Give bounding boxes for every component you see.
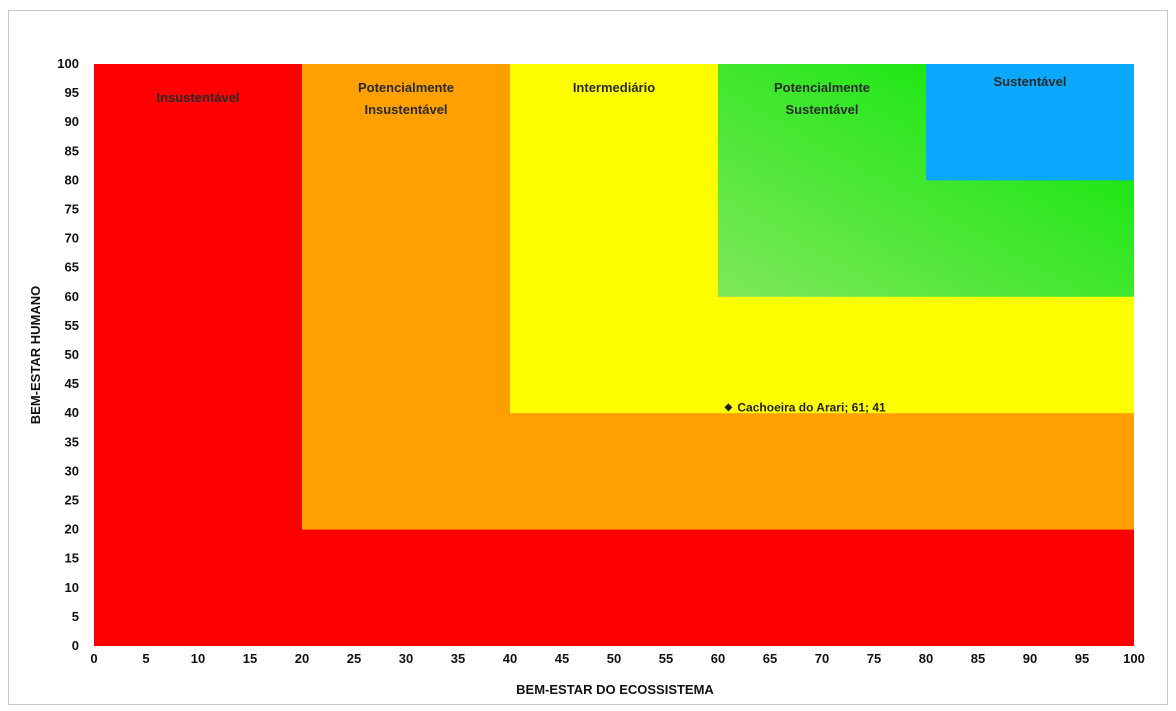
y-tick-label: 80 — [65, 172, 79, 187]
x-tick-label: 5 — [142, 651, 149, 666]
zone-label-4: Sustentável — [994, 74, 1067, 89]
points-layer: Cachoeira do Arari; 61; 41 — [724, 400, 886, 414]
x-tick-label: 60 — [711, 651, 725, 666]
x-tick-label: 65 — [763, 651, 777, 666]
x-axis-title: BEM-ESTAR DO ECOSSISTEMA — [516, 682, 714, 697]
y-tick-label: 90 — [65, 114, 79, 129]
x-tick-label: 85 — [971, 651, 985, 666]
x-tick-label: 25 — [347, 651, 361, 666]
y-tick-label: 60 — [65, 289, 79, 304]
x-tick-label: 70 — [815, 651, 829, 666]
y-tick-label: 30 — [65, 463, 79, 478]
zone-label-0: Insustentável — [156, 90, 239, 105]
x-tick-label: 20 — [295, 651, 309, 666]
zone-label-3: Potencialmente Sustentável — [774, 80, 870, 117]
y-tick-label: 35 — [65, 434, 79, 449]
zone-4 — [926, 64, 1134, 181]
x-tick-label: 100 — [1123, 651, 1145, 666]
x-tick-label: 30 — [399, 651, 413, 666]
x-tick-label: 80 — [919, 651, 933, 666]
y-tick-label: 65 — [65, 260, 79, 275]
y-tick-label: 50 — [65, 347, 79, 362]
x-tick-label: 95 — [1075, 651, 1089, 666]
x-tick-label: 75 — [867, 651, 881, 666]
data-point-label: Cachoeira do Arari; 61; 41 — [737, 400, 886, 414]
y-tick-label: 15 — [65, 551, 79, 566]
y-tick-label: 70 — [65, 231, 79, 246]
x-tick-label: 35 — [451, 651, 465, 666]
zone-label-2: Intermediário — [573, 80, 655, 95]
x-tick-label: 40 — [503, 651, 517, 666]
x-tick-label: 55 — [659, 651, 673, 666]
y-tick-label: 25 — [65, 493, 79, 508]
zone-label-1: Potencialmente Insustentável — [358, 80, 454, 117]
x-tick-label: 45 — [555, 651, 569, 666]
zone-labels-layer: Insustentável Potencialmente Insustentável… — [156, 74, 1066, 117]
y-tick-label: 95 — [65, 85, 79, 100]
y-tick-label: 85 — [65, 143, 79, 158]
y-tick-label: 40 — [65, 405, 79, 420]
x-tick-label: 50 — [607, 651, 621, 666]
x-tick-label: 15 — [243, 651, 257, 666]
x-tick-label: 0 — [90, 651, 97, 666]
y-axis-title: BEM-ESTAR HUMANO — [28, 286, 43, 424]
data-point-marker — [724, 403, 733, 412]
y-tick-label: 20 — [65, 522, 79, 537]
y-tick-label: 0 — [72, 638, 79, 653]
x-tick-label: 90 — [1023, 651, 1037, 666]
y-tick-label: 75 — [65, 202, 79, 217]
y-tick-label: 100 — [57, 56, 79, 71]
x-tick-label: 10 — [191, 651, 205, 666]
y-tick-label: 55 — [65, 318, 79, 333]
y-tick-label: 5 — [72, 609, 79, 624]
ticks-layer: 0 5 10 15 20 25 30 35 40 45 50 55 60 65 70 75 80 85 90 95 10… — [57, 56, 1145, 666]
zones-layer — [94, 64, 1134, 646]
y-tick-label: 45 — [65, 376, 79, 391]
y-tick-label: 10 — [65, 580, 79, 595]
